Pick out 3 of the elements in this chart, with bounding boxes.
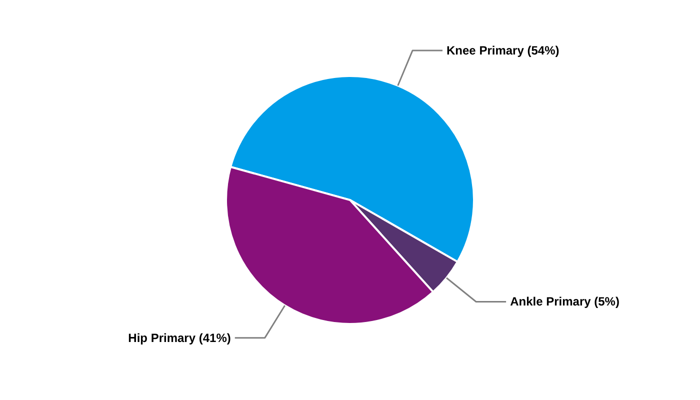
slice-label: Hip Primary (41%) xyxy=(128,330,231,345)
slice-label: Knee Primary (54%) xyxy=(446,44,560,58)
slice-label: Ankle Primary (5%) xyxy=(510,294,620,309)
